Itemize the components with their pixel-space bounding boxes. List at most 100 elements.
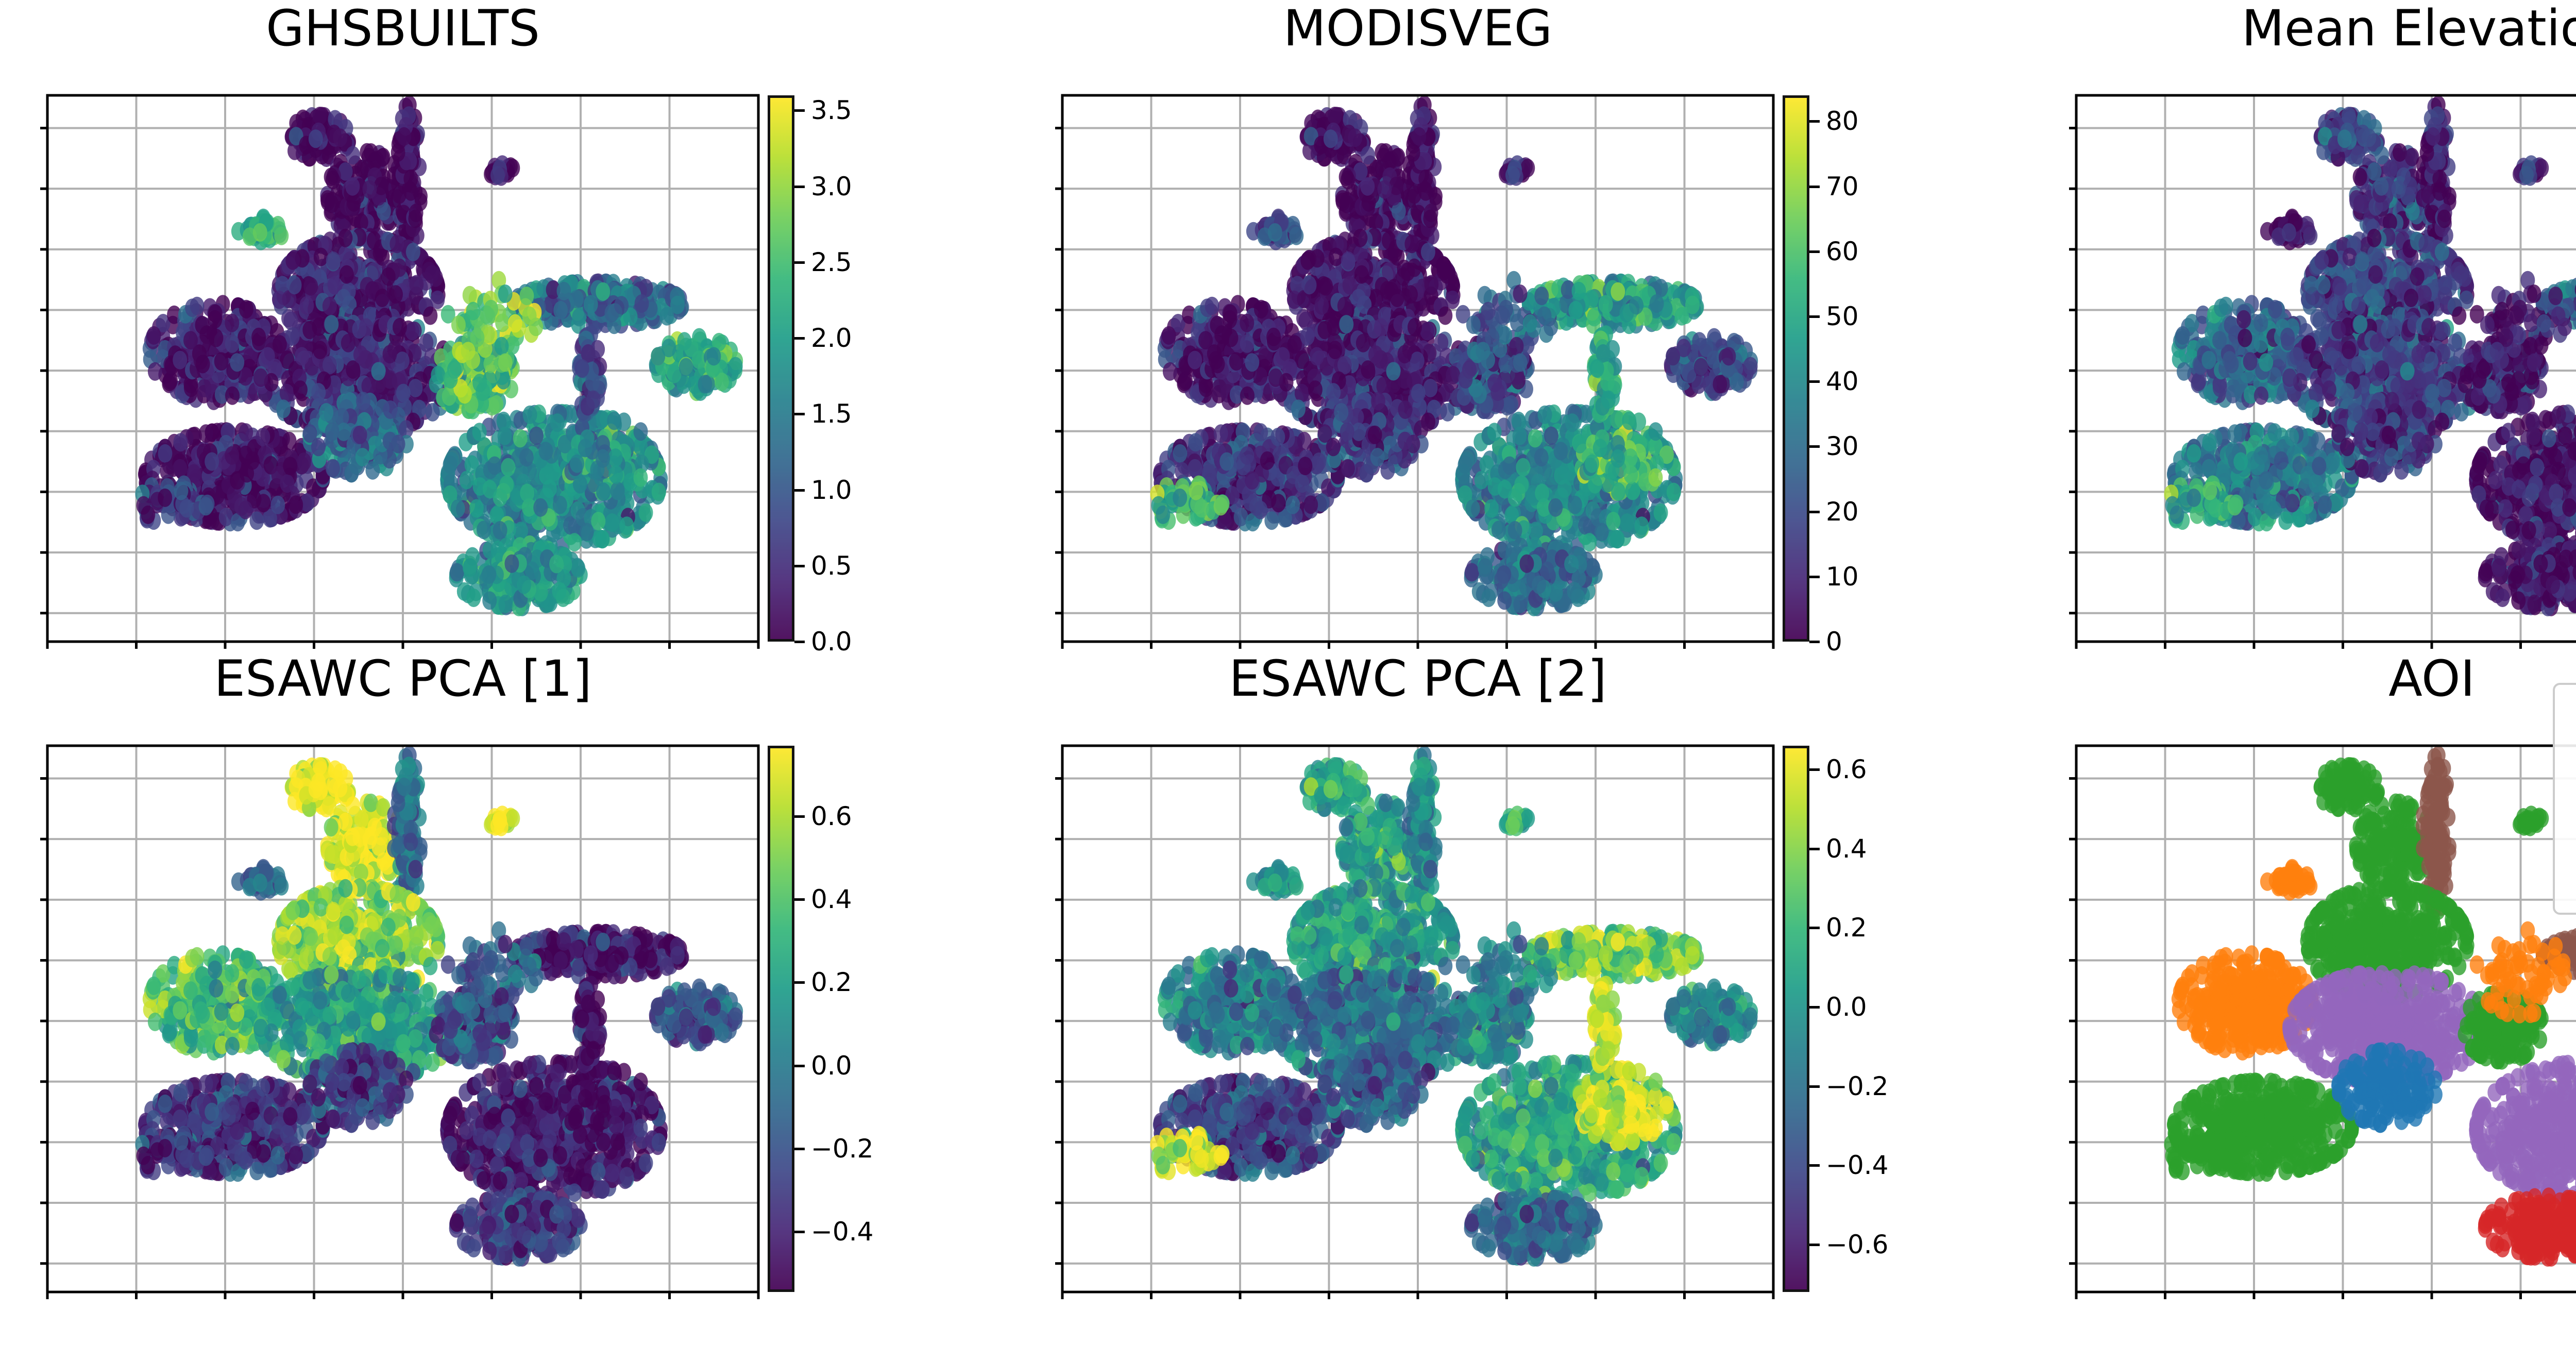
data-point [183, 331, 198, 350]
data-point [338, 245, 353, 263]
data-point [586, 390, 601, 409]
data-point [466, 589, 481, 607]
data-point [1337, 296, 1352, 315]
colorbar-ticks: 0.0 0.5 1.0 1.5 2.0 2.5 3.0 3.5 [794, 95, 949, 656]
data-point [275, 276, 290, 295]
data-point [299, 296, 314, 315]
data-point [345, 146, 360, 165]
colorbar-tick-mark [794, 185, 805, 188]
data-point [270, 495, 285, 514]
data-point [313, 341, 328, 359]
data-point [282, 431, 297, 450]
data-point [338, 228, 353, 247]
data-point [489, 395, 504, 414]
data-point [174, 481, 189, 500]
data-point [698, 375, 713, 394]
data-point [595, 435, 610, 454]
data-point [610, 481, 625, 500]
data-point [462, 286, 477, 305]
data-point [538, 442, 553, 461]
colorbar-tick-mark [794, 337, 805, 340]
data-point [1391, 147, 1405, 166]
data-point [614, 296, 629, 315]
data-point [494, 337, 509, 356]
data-point [313, 247, 328, 266]
data-point [533, 498, 548, 517]
data-point [328, 110, 343, 129]
data-point [353, 345, 368, 364]
data-point [338, 162, 353, 181]
subplot-title: GHSBUILTS [47, 0, 758, 57]
colorbar-tick-label: 1.0 [811, 476, 852, 505]
data-point [571, 559, 586, 578]
data-point [634, 294, 649, 313]
data-point [633, 468, 648, 487]
subplot-title: MODISVEG [1062, 0, 1773, 57]
data-point [285, 251, 300, 270]
data-point [376, 202, 391, 221]
data-point [574, 359, 589, 378]
data-point [162, 373, 177, 392]
data-point [459, 471, 474, 490]
data-point [324, 194, 339, 213]
data-point [359, 318, 374, 337]
data-point [209, 328, 224, 347]
data-point [403, 169, 418, 188]
data-point [425, 265, 439, 284]
data-point [200, 494, 215, 513]
data-point [522, 306, 537, 325]
data-point [355, 448, 370, 466]
data-point [238, 367, 253, 386]
data-point [239, 423, 253, 442]
data-point [645, 445, 659, 464]
data-point [498, 594, 513, 613]
data-point [285, 327, 300, 346]
data-point [323, 356, 337, 375]
data-point [450, 499, 465, 518]
colorbar-tick-label: 3.5 [811, 96, 852, 125]
colorbar-tick-label: 0.0 [811, 627, 852, 656]
data-point [591, 512, 606, 531]
data-point [443, 485, 457, 504]
data-point [507, 314, 522, 333]
data-point [521, 498, 536, 517]
data-point [1404, 234, 1419, 254]
data-point [389, 234, 404, 254]
data-point [208, 310, 223, 329]
data-point [1407, 185, 1422, 204]
data-point [451, 315, 466, 334]
data-point [569, 290, 584, 309]
data-point [1420, 242, 1435, 261]
data-point [311, 383, 326, 402]
data-point [382, 431, 397, 450]
data-point [225, 386, 240, 405]
data-point [676, 375, 691, 394]
data-point [1360, 177, 1375, 196]
data-point [670, 295, 685, 314]
data-point [430, 290, 445, 309]
data-point [294, 347, 309, 366]
data-point [706, 347, 721, 366]
colorbar-tick-mark [794, 564, 805, 567]
plot-area [1055, 94, 1775, 649]
data-point [249, 511, 264, 530]
data-point [546, 280, 561, 299]
data-point [651, 482, 666, 501]
data-point [205, 452, 219, 471]
data-point [1341, 251, 1355, 270]
data-point [1339, 194, 1354, 213]
data-point [477, 521, 491, 540]
scatter-svg [1055, 94, 1775, 649]
data-point [570, 454, 585, 473]
data-point [419, 333, 434, 352]
data-point [158, 488, 173, 507]
data-point [183, 378, 198, 397]
colorbar-tick-label: 3.0 [811, 172, 852, 201]
data-point [440, 305, 455, 324]
colorbar-tick-mark [794, 413, 805, 416]
data-point [550, 413, 565, 432]
data-point [595, 410, 609, 429]
data-point [581, 344, 596, 363]
data-point [492, 271, 506, 290]
data-point [334, 408, 349, 427]
